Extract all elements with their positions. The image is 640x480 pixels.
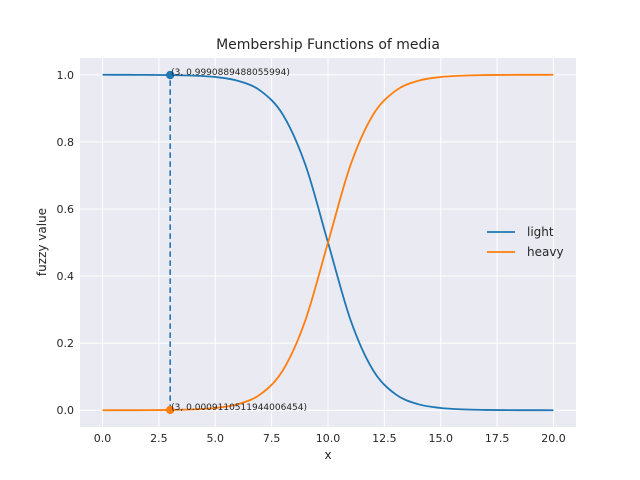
y-tick-labels: 0.0 0.2 0.4 0.6 0.8 1.0 [57, 69, 75, 417]
y-tick-label: 0.4 [57, 270, 75, 283]
legend-label-heavy: heavy [527, 245, 564, 259]
point-annotation: (3, 0.9990889488055994) [171, 68, 290, 78]
x-tick-label: 17.5 [485, 432, 510, 445]
x-tick-labels: 0.0 2.5 5.0 7.5 10.0 12.5 15.0 17.5 20.0 [94, 432, 566, 445]
y-tick-label: 1.0 [57, 69, 75, 82]
x-tick-label: 20.0 [541, 432, 566, 445]
point-annotation: (3, 0.0009110511944006454) [171, 403, 307, 413]
x-tick-label: 10.0 [316, 432, 341, 445]
x-axis-label: x [324, 448, 331, 462]
x-tick-label: 12.5 [372, 432, 397, 445]
legend-label-light: light [527, 225, 554, 239]
series-lines [102, 73, 554, 412]
y-tick-label: 0.2 [57, 337, 75, 350]
highlight-points: (3, 0.9990889488055994) (3, 0.00091105119… [165, 68, 307, 415]
series-line-heavy [102, 73, 554, 412]
y-axis-label: fuzzy value [35, 208, 49, 276]
legend: light heavy [487, 225, 564, 259]
x-tick-label: 7.5 [263, 432, 281, 445]
x-tick-label: 2.5 [150, 432, 168, 445]
y-tick-label: 0.6 [57, 203, 75, 216]
x-tick-label: 15.0 [428, 432, 453, 445]
highlight-point [165, 405, 175, 415]
y-tick-label: 0.8 [57, 136, 75, 149]
x-tick-label: 5.0 [207, 432, 225, 445]
chart-title: Membership Functions of media [216, 37, 440, 53]
x-tick-label: 0.0 [94, 432, 112, 445]
y-tick-label: 0.0 [57, 404, 75, 417]
highlight-point [165, 70, 175, 80]
